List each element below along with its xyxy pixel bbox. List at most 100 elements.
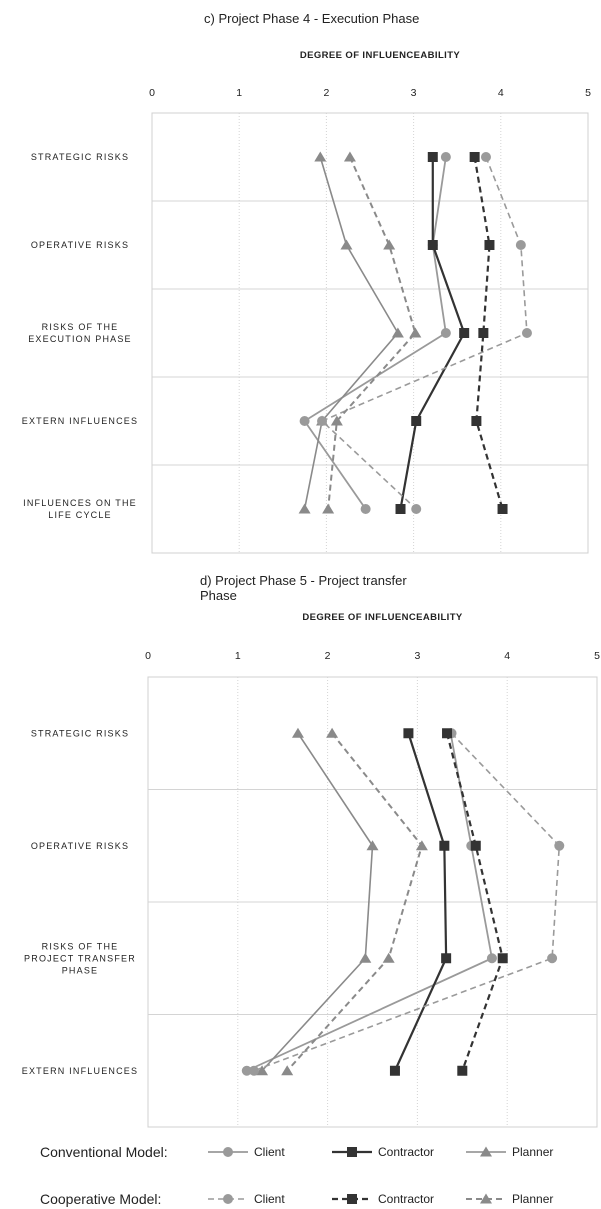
data-point-cooperative-contractor: [457, 1065, 468, 1076]
category-label-line: OPERATIVE RISKS: [31, 841, 129, 851]
legend-item-cooperative-client: Client: [254, 1192, 285, 1206]
legend-item-conventional-client: Client: [254, 1145, 285, 1159]
series-line-conventional-planner: [303, 156, 399, 510]
series-line-conventional-planner: [261, 732, 374, 1072]
data-point-cooperative-planner: [322, 503, 335, 514]
legend-marker-conventional-contractor: [347, 1147, 357, 1157]
data-point-conventional-contractor: [427, 152, 438, 162]
series-line-conventional-client: [303, 156, 447, 510]
data-point-cooperative-client: [515, 240, 526, 250]
category-label-line: STRATEGIC RISKS: [31, 152, 129, 162]
data-point-cooperative-client: [547, 953, 558, 964]
legend-item-conventional-contractor: Contractor: [378, 1145, 434, 1159]
x-axis-title: DEGREE OF INFLUENCEABILITY: [300, 50, 461, 61]
category-label: INFLUENCES ON THE LIFE CYCLE: [23, 498, 137, 520]
data-point-cooperative-planner: [415, 840, 428, 851]
data-point-cooperative-planner: [383, 239, 396, 250]
data-point-cooperative-contractor: [497, 504, 508, 514]
chart-title: d) Project Phase 5 - Project transfer Pha…: [200, 573, 407, 603]
legend-conventional-label: Conventional Model:: [40, 1144, 168, 1160]
data-point-conventional-planner: [314, 151, 327, 162]
data-point-cooperative-contractor: [471, 416, 482, 426]
data-point-cooperative-planner: [409, 327, 422, 338]
category-label: OPERATIVE RISKS: [31, 240, 129, 250]
legend-marker-conventional-planner: [480, 1146, 492, 1157]
data-point-conventional-planner: [359, 952, 372, 963]
chart-title-line: Phase: [200, 588, 237, 603]
series-line-conventional-client: [246, 733, 493, 1072]
data-point-conventional-client: [241, 1065, 252, 1076]
category-label: RISKS OF THE PROJECT TRANSFER PHASE: [24, 941, 136, 975]
data-point-conventional-planner: [256, 1065, 269, 1076]
data-point-conventional-client: [440, 328, 451, 338]
legend: Conventional Model: Client Contractor Plann…: [40, 1144, 553, 1207]
x-axis-title: DEGREE OF INFLUENCEABILITY: [302, 612, 463, 623]
category-label-line: RISKS OF THE: [42, 941, 119, 951]
category-label-line: STRATEGIC RISKS: [31, 728, 129, 738]
x-tick-label: 4: [504, 650, 510, 662]
plot-frame: [151, 112, 589, 554]
legend-marker-cooperative-client: [223, 1194, 233, 1204]
data-point-cooperative-planner: [281, 1065, 294, 1076]
series-line-cooperative-contractor: [445, 732, 504, 1072]
category-label: OPERATIVE RISKS: [31, 841, 129, 851]
x-tick-label: 5: [594, 650, 600, 662]
series-line-conventional-contractor: [399, 157, 466, 510]
chart-title-line: c) Project Phase 4 - Execution Phase: [204, 11, 419, 26]
x-tick-label: 2: [325, 650, 331, 662]
x-tick-label: 0: [145, 650, 151, 662]
category-label: EXTERN INFLUENCES: [22, 416, 138, 426]
data-point-conventional-planner: [391, 327, 404, 338]
data-point-cooperative-contractor: [497, 953, 508, 964]
data-point-conventional-contractor: [389, 1065, 400, 1076]
data-point-cooperative-planner: [330, 415, 343, 426]
x-tick-label: 4: [498, 87, 504, 99]
data-point-cooperative-client: [480, 152, 491, 162]
data-point-conventional-contractor: [411, 416, 422, 426]
category-label-line: RISKS OF THE: [42, 322, 119, 332]
data-point-cooperative-client: [248, 1065, 259, 1076]
category-label-line: EXTERN INFLUENCES: [22, 416, 138, 426]
data-point-cooperative-contractor: [442, 728, 453, 739]
category-label: STRATEGIC RISKS: [31, 728, 129, 738]
data-point-conventional-contractor: [441, 953, 452, 964]
data-point-cooperative-client: [554, 840, 565, 851]
data-point-conventional-contractor: [403, 728, 414, 739]
category-label: EXTERN INFLUENCES: [22, 1066, 138, 1076]
x-tick-label: 1: [236, 87, 242, 99]
data-point-conventional-client: [299, 416, 310, 426]
legend-item-conventional-planner: Planner: [512, 1145, 553, 1159]
x-tick-label: 1: [235, 650, 241, 662]
series-line-cooperative-planner: [327, 156, 417, 510]
category-label-line: PROJECT TRANSFER: [24, 953, 136, 963]
data-point-conventional-contractor: [459, 328, 470, 338]
series-line-cooperative-planner: [286, 732, 423, 1072]
category-label-line: LIFE CYCLE: [48, 510, 112, 520]
category-label: RISKS OF THE EXECUTION PHASE: [28, 322, 132, 344]
data-point-conventional-contractor: [427, 240, 438, 250]
data-point-cooperative-contractor: [470, 840, 481, 851]
legend-cooperative-label: Cooperative Model:: [40, 1191, 161, 1207]
x-tick-label: 3: [414, 650, 420, 662]
legend-item-cooperative-planner: Planner: [512, 1192, 553, 1206]
series-line-cooperative-client: [321, 156, 528, 510]
data-point-conventional-planner: [291, 727, 304, 738]
data-point-conventional-contractor: [395, 504, 406, 514]
data-point-cooperative-contractor: [478, 328, 489, 338]
data-point-conventional-planner: [298, 503, 311, 514]
category-label-line: INFLUENCES ON THE: [23, 498, 137, 508]
legend-marker-cooperative-contractor: [347, 1194, 357, 1204]
data-point-conventional-client: [440, 152, 451, 162]
data-point-cooperative-planner: [343, 151, 356, 162]
legend-marker-conventional-client: [223, 1147, 233, 1157]
data-point-conventional-contractor: [439, 840, 450, 851]
x-tick-label: 3: [411, 87, 417, 99]
category-label-line: EXTERN INFLUENCES: [22, 1066, 138, 1076]
data-point-conventional-planner: [340, 239, 353, 250]
data-point-cooperative-contractor: [484, 240, 495, 250]
data-point-conventional-client: [486, 953, 497, 964]
chart-project-transfer-phase: d) Project Phase 5 - Project transfer Pha…: [22, 573, 600, 1128]
category-label-line: PHASE: [62, 965, 99, 975]
data-point-cooperative-client: [317, 416, 328, 426]
